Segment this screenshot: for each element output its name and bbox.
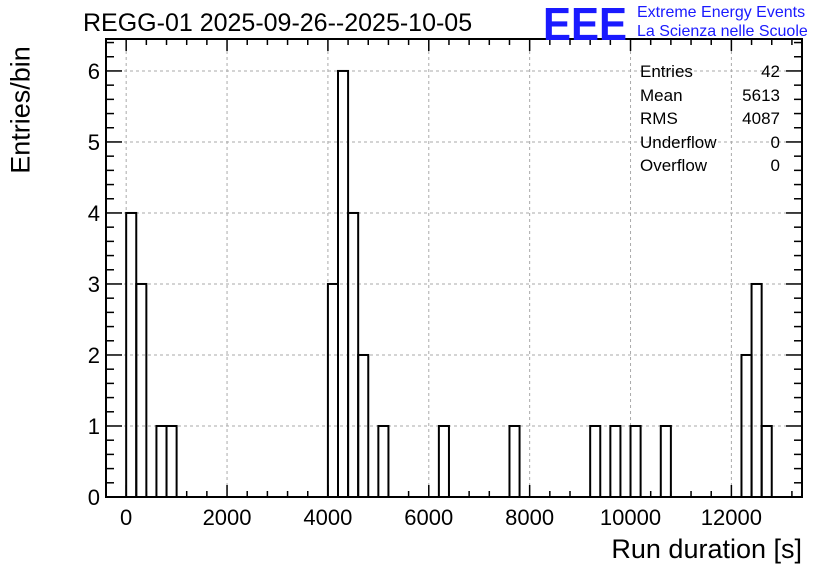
- stats-row: Entries 42: [640, 60, 780, 84]
- y-tick-label: 4: [88, 201, 100, 226]
- histogram-bar: [326, 282, 340, 498]
- stats-value: 0: [770, 132, 780, 152]
- x-tick-label: 8000: [505, 505, 554, 530]
- stats-value: 42: [761, 62, 780, 81]
- x-tick-label: 6000: [404, 505, 453, 530]
- histogram-bar: [629, 424, 642, 498]
- histogram-bar: [760, 424, 773, 498]
- x-tick-label: 10000: [600, 505, 661, 530]
- axis-ticks: [105, 39, 802, 498]
- histogram-bar: [437, 424, 450, 498]
- x-tick-label: 2000: [203, 505, 252, 530]
- y-tick-label: 6: [88, 59, 100, 84]
- histogram-bar: [155, 424, 168, 498]
- histogram-bar: [377, 424, 390, 498]
- page-title: REGG-01 2025-09-26--2025-10-05: [83, 9, 473, 37]
- stats-label: Entries: [640, 62, 693, 81]
- stats-row: Mean 5613: [640, 84, 780, 108]
- grid-lines: [106, 39, 802, 497]
- stats-value: 0: [770, 156, 780, 175]
- histogram-bar: [589, 424, 602, 498]
- stats-box: Entries 42 Mean 5613 RMS 4087 Underflow 0 Ov…: [640, 60, 780, 178]
- y-axis-label: Entries/bin: [5, 46, 36, 174]
- x-tick-label: 0: [120, 505, 132, 530]
- y-tick-label: 1: [88, 414, 100, 439]
- stats-label: RMS: [640, 109, 678, 128]
- logo-line-1: Extreme Energy Events: [637, 4, 806, 21]
- y-tick-label: 3: [88, 272, 100, 297]
- x-tick-label: 12000: [701, 505, 762, 530]
- y-tick-label: 5: [88, 130, 100, 155]
- y-tick-label: 2: [88, 343, 100, 368]
- logo-caption: Extreme Energy Events La Scienza nelle S…: [637, 3, 808, 41]
- tick-labels: 0 2000 4000 6000 8000 10000 12000 0 1 2 3 4 5 6: [88, 59, 762, 530]
- eee-logo-mark: EEE: [543, 3, 627, 43]
- histogram-bar: [508, 424, 521, 498]
- y-tick-label: 0: [88, 485, 100, 510]
- histogram-bar: [165, 424, 178, 498]
- stats-label: Underflow: [640, 132, 717, 152]
- histogram-bar: [609, 424, 622, 498]
- eee-logo: EEE: [543, 3, 627, 43]
- histogram-bar: [750, 282, 763, 498]
- histogram-bar: [659, 424, 672, 498]
- stats-row: Underflow 0: [640, 131, 780, 155]
- stats-row: Overflow 0: [640, 154, 780, 178]
- x-axis-label: Run duration [s]: [611, 534, 802, 564]
- x-tick-label: 4000: [303, 505, 352, 530]
- plot-frame: [105, 38, 803, 498]
- stats-label: Mean: [640, 85, 683, 105]
- stats-label: Overflow: [640, 156, 708, 175]
- histogram-bar: [135, 282, 148, 498]
- stats-row: RMS 4087: [640, 107, 780, 131]
- stats-value: 5613: [742, 85, 780, 105]
- logo-line-2: La Scienza nelle Scuole: [637, 23, 808, 40]
- stats-value: 4087: [742, 109, 780, 128]
